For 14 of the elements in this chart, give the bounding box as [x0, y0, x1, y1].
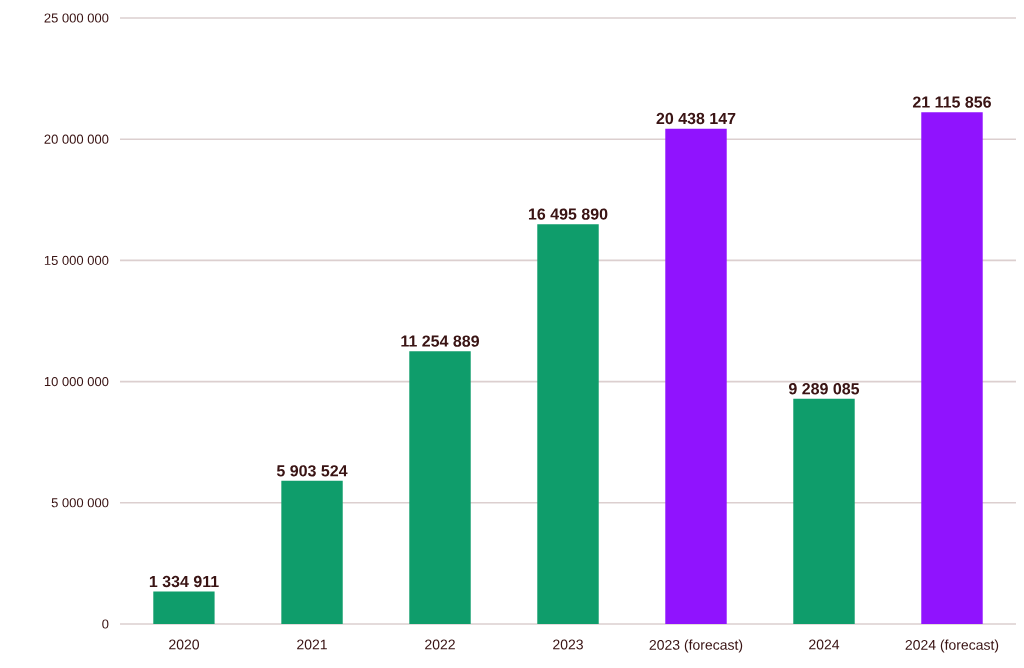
data-label: 5 903 524: [276, 465, 348, 477]
bar: [665, 128, 727, 624]
bar: [153, 591, 215, 624]
data-label: 1 334 911: [149, 575, 219, 588]
data-label: 16 495 890: [528, 208, 608, 220]
data-label: 11 254 889: [401, 335, 479, 347]
bar: [793, 398, 855, 624]
bar: [537, 224, 599, 624]
bar: [281, 480, 343, 624]
data-label: 21 115 856: [912, 96, 991, 108]
bar: [409, 351, 471, 624]
bar: [921, 112, 983, 624]
data-label: 20 438 147: [656, 112, 736, 125]
data-label: 9 289 085: [788, 383, 860, 395]
